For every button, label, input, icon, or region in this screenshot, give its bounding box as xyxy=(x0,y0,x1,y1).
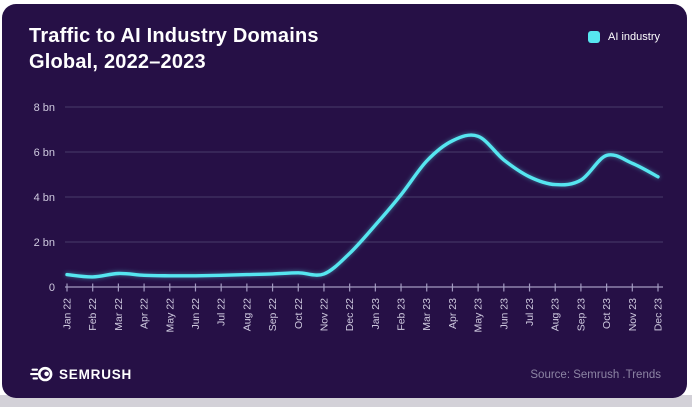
x-axis-label: Mar 22 xyxy=(113,298,125,331)
chart-card: Traffic to AI Industry Domains Global, 2… xyxy=(2,4,687,398)
x-axis-label: Aug 23 xyxy=(550,298,562,331)
x-axis-label: Aug 22 xyxy=(241,298,253,331)
y-axis-label: 0 xyxy=(49,282,55,294)
traffic-line xyxy=(65,133,660,279)
x-axis-label: Feb 22 xyxy=(87,298,99,331)
x-axis-label: Sep 23 xyxy=(575,298,587,331)
x-axis-label: Jul 22 xyxy=(216,298,228,326)
chart-footer: SEMRUSH Source: Semrush .Trends xyxy=(30,366,661,383)
source-text: Source: Semrush .Trends xyxy=(530,368,661,381)
x-axis-label: May 23 xyxy=(473,298,485,333)
x-axis-label: Oct 23 xyxy=(601,298,613,329)
x-axis-label: Dec 22 xyxy=(344,298,356,331)
page-bottom-strip xyxy=(0,395,692,407)
semrush-logo: SEMRUSH xyxy=(30,366,132,383)
legend-label: AI industry xyxy=(608,31,660,43)
x-axis-label: Nov 22 xyxy=(318,298,330,331)
chart-title-line1: Traffic to AI Industry Domains xyxy=(29,25,319,47)
x-axis-label: Jan 23 xyxy=(370,298,382,330)
legend: AI industry xyxy=(588,31,660,43)
x-axis-label: Oct 22 xyxy=(293,298,305,329)
x-axis-label: Dec 23 xyxy=(653,298,665,331)
traffic-line-chart: 0 2 bn 4 bn 6 bn 8 bn Jan 22 Feb 22 Mar 22 Apr 2… xyxy=(34,102,665,333)
x-axis-label: Apr 22 xyxy=(139,298,151,329)
y-axis-label: 4 bn xyxy=(34,192,55,204)
x-axis-label: May 22 xyxy=(164,298,176,333)
y-axis-label: 6 bn xyxy=(34,147,55,159)
x-axis-label: Jun 22 xyxy=(190,298,202,330)
chart-title: Traffic to AI Industry Domains Global, 2… xyxy=(29,23,319,75)
chart-title-line2: Global, 2022–2023 xyxy=(29,51,206,73)
x-axis-label: Jul 23 xyxy=(524,298,536,326)
x-axis-label: Nov 23 xyxy=(627,298,639,331)
y-axis-label: 2 bn xyxy=(34,237,55,249)
semrush-logo-text: SEMRUSH xyxy=(59,367,133,382)
y-axis-label: 8 bn xyxy=(34,102,55,114)
x-axis-label: Feb 23 xyxy=(396,298,408,331)
x-axis-label: Apr 23 xyxy=(447,298,459,329)
x-axis-label: Jun 23 xyxy=(498,298,510,330)
chart-header: Traffic to AI Industry Domains Global, 2… xyxy=(29,23,660,75)
x-axis-label: Jan 22 xyxy=(62,298,74,330)
x-axis-label: Sep 22 xyxy=(267,298,279,331)
semrush-ball-icon xyxy=(30,366,53,382)
x-axis-label: Mar 23 xyxy=(421,298,433,331)
legend-swatch-icon xyxy=(588,31,601,43)
